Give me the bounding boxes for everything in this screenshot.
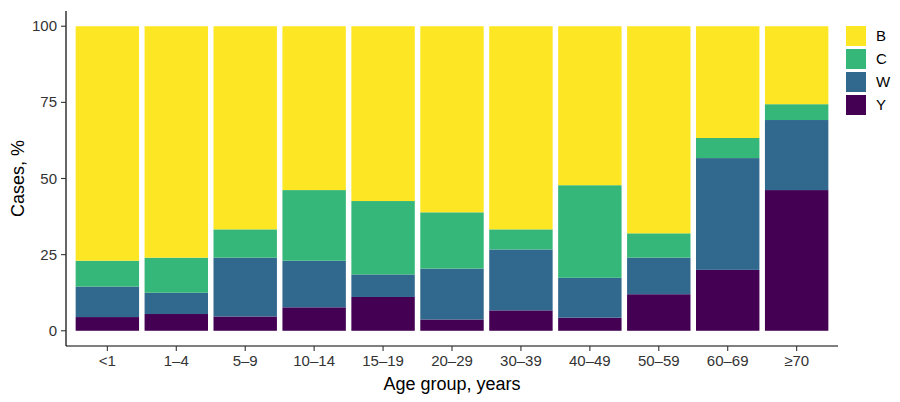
x-axis-label: Age group, years: [383, 374, 520, 394]
y-tick: [61, 102, 66, 103]
bar-segment: [489, 26, 552, 229]
bar-segment: [76, 261, 139, 287]
y-axis-label: Cases, %: [8, 140, 28, 217]
y-tick-label: 75: [40, 93, 57, 110]
bar-segment: [76, 287, 139, 317]
bar-segment: [76, 26, 139, 261]
x-tick: [520, 346, 521, 351]
x-tick-label: 30–39: [500, 352, 542, 369]
bar-segment: [282, 261, 345, 308]
bar-segment: [282, 190, 345, 261]
bar-segment: [696, 138, 759, 158]
bar-segment: [76, 317, 139, 331]
bar-segment: [627, 294, 690, 331]
bar-segment: [765, 190, 828, 331]
bar-segment: [627, 233, 690, 257]
bar-segment: [696, 270, 759, 331]
bar-segment: [145, 258, 208, 293]
bar-segment: [696, 158, 759, 270]
bar-segment: [351, 201, 414, 274]
bar-segment: [696, 26, 759, 138]
bar-segment: [145, 293, 208, 314]
bar-segment: [351, 297, 414, 331]
chart: 0 25 50 75 100 <1 1–4 5–9 10–14 15–19 20–29 30–39 40…: [0, 0, 900, 402]
x-tick-label: 60–69: [707, 352, 749, 369]
bar-segment: [420, 26, 483, 212]
legend-label: C: [876, 50, 887, 67]
x-tick: [658, 346, 659, 351]
x-tick: [451, 346, 452, 351]
y-tick: [61, 254, 66, 255]
y-tick-label: 100: [32, 17, 57, 34]
legend-label: B: [876, 27, 886, 44]
x-tick: [176, 346, 177, 351]
bar-segment: [420, 269, 483, 320]
bar-segment: [420, 212, 483, 268]
bar-segment: [558, 318, 621, 331]
bar-segment: [489, 310, 552, 330]
bar-segment: [765, 104, 828, 120]
x-tick-label: 20–29: [431, 352, 473, 369]
bar-segment: [214, 26, 277, 229]
x-tick-label: ≥70: [784, 352, 809, 369]
x-tick-label: 15–19: [362, 352, 404, 369]
x-tick-label: 1–4: [164, 352, 189, 369]
bar-segment: [420, 320, 483, 331]
bar-segment: [627, 258, 690, 295]
legend-key: [846, 49, 866, 69]
bar-segment: [558, 278, 621, 318]
x-tick: [796, 346, 797, 351]
bar-segment: [214, 316, 277, 330]
x-tick-label: 5–9: [233, 352, 258, 369]
y-tick-label: 0: [49, 322, 57, 339]
legend-key: [846, 95, 866, 115]
bar-segment: [765, 120, 828, 190]
bar-segment: [214, 258, 277, 317]
bar-segment: [145, 314, 208, 331]
bar-segment: [351, 26, 414, 201]
legend-key: [846, 26, 866, 46]
bar-segment: [282, 26, 345, 190]
x-tick: [383, 346, 384, 351]
y-tick: [61, 330, 66, 331]
x-tick-label: 40–49: [569, 352, 611, 369]
bar-segment: [489, 249, 552, 310]
bar-segment: [765, 26, 828, 104]
bar-segment: [558, 26, 621, 185]
y-tick-label: 25: [40, 246, 57, 263]
bar-segment: [627, 26, 690, 233]
y-tick: [61, 26, 66, 27]
x-tick-label: <1: [99, 352, 116, 369]
x-tick-label: 50–59: [638, 352, 680, 369]
bar-segment: [489, 229, 552, 249]
legend-key: [846, 72, 866, 92]
bar-segment: [282, 307, 345, 330]
bar-segment: [214, 229, 277, 257]
legend-label: Y: [876, 96, 886, 113]
x-tick: [245, 346, 246, 351]
x-tick-label: 10–14: [293, 352, 335, 369]
x-tick: [107, 346, 108, 351]
bar-segment: [351, 274, 414, 297]
x-tick: [314, 346, 315, 351]
bar-segment: [145, 26, 208, 257]
bars: [76, 26, 829, 331]
legend: BCWY: [846, 26, 891, 115]
y-tick-label: 50: [40, 170, 57, 187]
bar-segment: [558, 185, 621, 278]
x-tick: [727, 346, 728, 351]
y-tick: [61, 178, 66, 179]
legend-label: W: [876, 73, 891, 90]
x-tick: [589, 346, 590, 351]
